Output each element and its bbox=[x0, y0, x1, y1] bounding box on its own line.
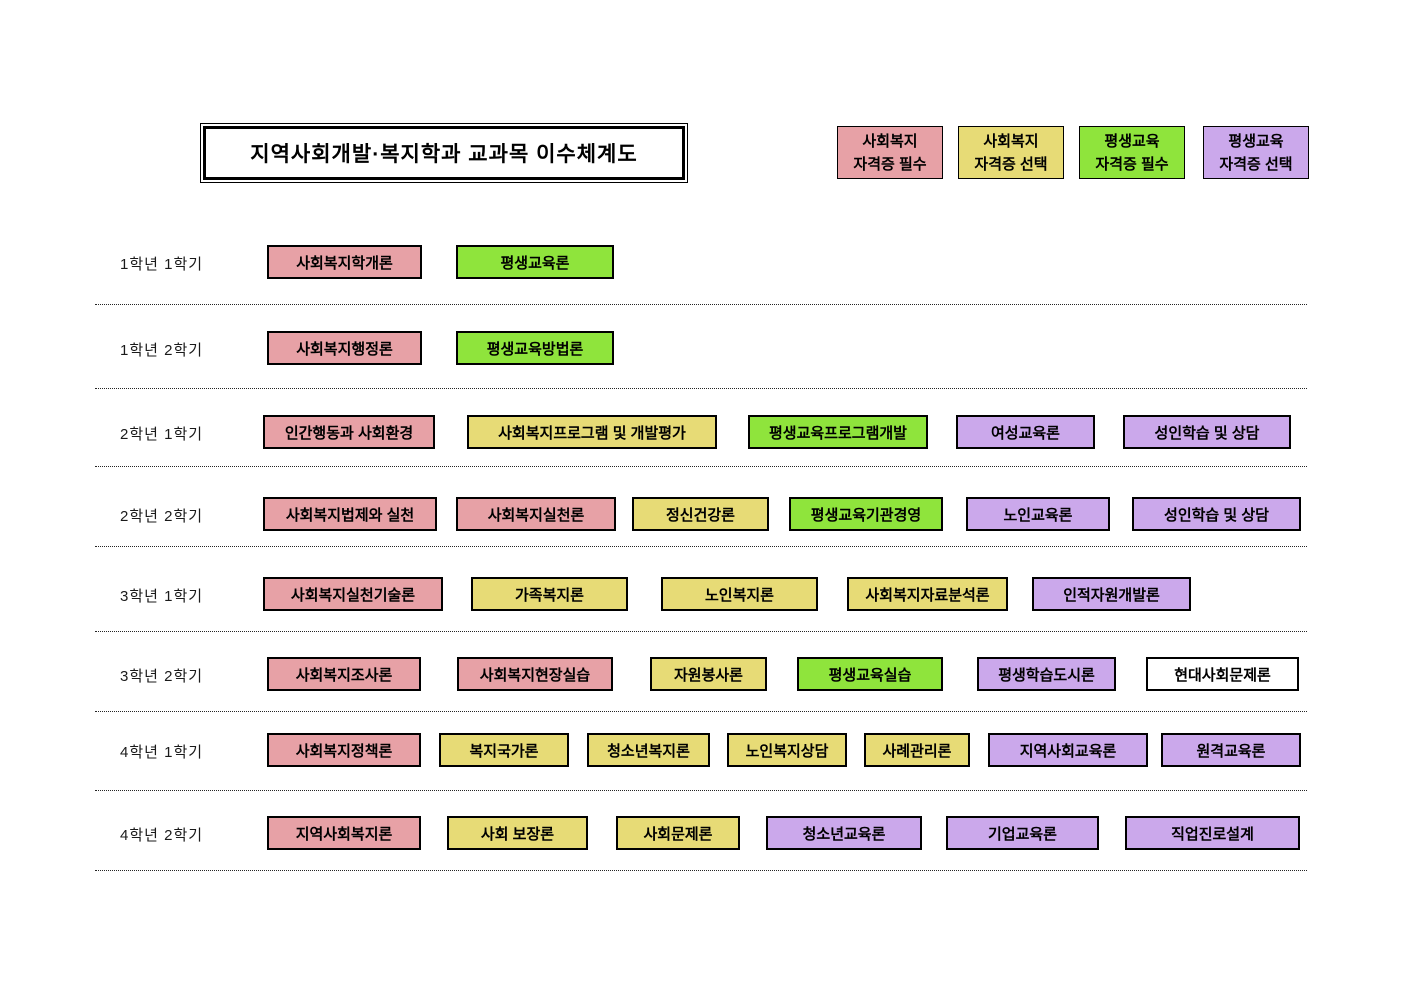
legend-item-lifelong-edu-required: 평생교육 자격증 필수 bbox=[1079, 126, 1185, 179]
course-box: 여성교육론 bbox=[956, 415, 1095, 449]
course-box: 원격교육론 bbox=[1161, 733, 1301, 767]
course-box: 사회 보장론 bbox=[447, 816, 588, 850]
course-box: 평생교육론 bbox=[456, 245, 614, 279]
row-label: 3학년 2학기 bbox=[120, 668, 204, 685]
course-box: 현대사회문제론 bbox=[1146, 657, 1299, 691]
row-divider bbox=[95, 388, 1307, 389]
course-box: 기업교육론 bbox=[946, 816, 1099, 850]
course-box: 노인복지상담 bbox=[727, 733, 847, 767]
row-label: 4학년 1학기 bbox=[120, 744, 204, 761]
legend-label-line2: 자격증 필수 bbox=[1095, 155, 1169, 173]
row-divider bbox=[95, 546, 1307, 547]
course-box: 평생교육실습 bbox=[797, 657, 943, 691]
legend-label-line2: 자격증 선택 bbox=[974, 155, 1048, 173]
page-title: 지역사회개발·복지학과 교과목 이수체계도 bbox=[203, 126, 685, 180]
course-box: 평생교육기관경영 bbox=[789, 497, 943, 531]
legend-label-line2: 자격증 선택 bbox=[1219, 155, 1293, 173]
legend-label-line1: 사회복지 bbox=[983, 132, 1039, 150]
course-box: 사회복지현장실습 bbox=[457, 657, 613, 691]
course-box: 청소년복지론 bbox=[587, 733, 710, 767]
legend-label-line1: 사회복지 bbox=[862, 132, 918, 150]
course-box: 사회복지학개론 bbox=[267, 245, 422, 279]
course-box: 사회복지프로그램 및 개발평가 bbox=[467, 415, 717, 449]
row-divider bbox=[95, 466, 1307, 467]
legend-label-line1: 평생교육 bbox=[1228, 132, 1284, 150]
course-box: 복지국가론 bbox=[439, 733, 569, 767]
course-box: 사례관리론 bbox=[864, 733, 970, 767]
course-box: 사회복지정책론 bbox=[267, 733, 421, 767]
legend-label-line1: 평생교육 bbox=[1104, 132, 1160, 150]
row-label: 2학년 2학기 bbox=[120, 508, 204, 525]
course-box: 자원봉사론 bbox=[650, 657, 767, 691]
row-divider bbox=[95, 790, 1307, 791]
course-box: 청소년교육론 bbox=[766, 816, 922, 850]
row-label: 1학년 1학기 bbox=[120, 256, 204, 273]
course-box: 노인복지론 bbox=[661, 577, 818, 611]
course-box: 가족복지론 bbox=[471, 577, 628, 611]
course-box: 사회복지행정론 bbox=[267, 331, 422, 365]
course-box: 사회복지실천론 bbox=[456, 497, 616, 531]
row-divider bbox=[95, 711, 1307, 712]
row-label: 4학년 2학기 bbox=[120, 827, 204, 844]
course-box: 지역사회교육론 bbox=[988, 733, 1148, 767]
course-box: 사회복지실천기술론 bbox=[263, 577, 443, 611]
course-box: 정신건강론 bbox=[632, 497, 769, 531]
course-box: 성인학습 및 상담 bbox=[1132, 497, 1301, 531]
legend-item-lifelong-edu-elective: 평생교육 자격증 선택 bbox=[1203, 126, 1309, 179]
course-box: 지역사회복지론 bbox=[267, 816, 421, 850]
row-divider bbox=[95, 304, 1307, 305]
legend-label-line2: 자격증 필수 bbox=[853, 155, 927, 173]
course-box: 사회문제론 bbox=[616, 816, 740, 850]
row-label: 3학년 1학기 bbox=[120, 588, 204, 605]
row-divider bbox=[95, 870, 1307, 871]
row-divider bbox=[95, 631, 1307, 632]
course-box: 인적자원개발론 bbox=[1032, 577, 1191, 611]
course-box: 인간행동과 사회환경 bbox=[263, 415, 435, 449]
legend-item-social-welfare-required: 사회복지 자격증 필수 bbox=[837, 126, 943, 179]
row-label: 2학년 1학기 bbox=[120, 426, 204, 443]
course-box: 사회복지법제와 실천 bbox=[263, 497, 437, 531]
legend-item-social-welfare-elective: 사회복지 자격증 선택 bbox=[958, 126, 1064, 179]
course-box: 평생교육프로그램개발 bbox=[748, 415, 928, 449]
course-box: 직업진로설계 bbox=[1125, 816, 1300, 850]
course-box: 평생교육방법론 bbox=[456, 331, 614, 365]
course-box: 성인학습 및 상담 bbox=[1123, 415, 1291, 449]
row-label: 1학년 2학기 bbox=[120, 342, 204, 359]
course-box: 사회복지조사론 bbox=[267, 657, 421, 691]
course-box: 노인교육론 bbox=[966, 497, 1110, 531]
course-box: 사회복지자료분석론 bbox=[847, 577, 1008, 611]
course-box: 평생학습도시론 bbox=[977, 657, 1116, 691]
title-box: 지역사회개발·복지학과 교과목 이수체계도 bbox=[200, 123, 688, 183]
